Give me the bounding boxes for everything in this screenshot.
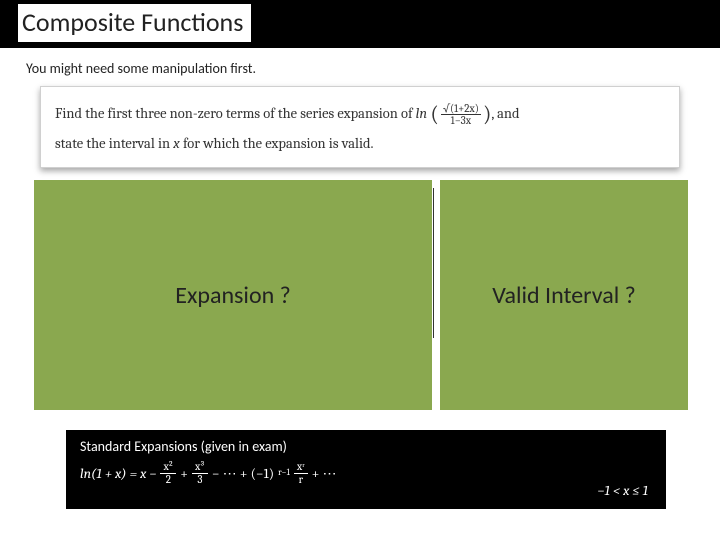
interval-panel[interactable]: Valid Interval ? bbox=[440, 180, 688, 410]
validity-interval: −1 < x ≤ 1 bbox=[597, 482, 648, 499]
answer-panels: Expansion ? Valid Interval ? bbox=[34, 180, 688, 410]
t2-den: 2 bbox=[160, 474, 176, 486]
expansion-formula: ln(1 + x) = x − x²2 + x³3 − ⋯ + (−1)r−1 … bbox=[80, 461, 652, 485]
problem-line2-suffix: for which the expansion is valid. bbox=[180, 135, 374, 152]
problem-line2-prefix: state the interval in bbox=[55, 135, 173, 152]
term-r: xʳr bbox=[294, 461, 308, 485]
page-title: Composite Functions bbox=[18, 4, 251, 42]
open-paren: ( bbox=[430, 101, 438, 127]
ln-label: ln bbox=[416, 105, 427, 122]
term2: x²2 bbox=[160, 461, 176, 485]
header-bar: Composite Functions bbox=[0, 0, 720, 48]
plus1: + bbox=[180, 465, 188, 482]
expansions-title: Standard Expansions (given in exam) bbox=[80, 438, 652, 455]
interval-panel-label: Valid Interval ? bbox=[492, 281, 636, 310]
exp-r: r−1 bbox=[278, 468, 290, 478]
problem-fraction: √(1+2x)1−3x bbox=[441, 103, 481, 127]
problem-line1-suffix: , and bbox=[491, 105, 519, 122]
t3-num: x³ bbox=[192, 461, 208, 474]
subtitle: You might need some manipulation first. bbox=[26, 60, 256, 77]
tr-den: r bbox=[294, 474, 308, 486]
dots1: − ⋯ + (−1) bbox=[212, 465, 274, 482]
exp-lhs: ln(1 + x) = x − bbox=[80, 465, 156, 482]
t3-den: 3 bbox=[192, 474, 208, 486]
problem-line1-prefix: Find the first three non-zero terms of t… bbox=[55, 105, 416, 122]
problem-statement: Find the first three non-zero terms of t… bbox=[40, 86, 680, 168]
frac-den: 1−3x bbox=[441, 115, 481, 127]
panel-divider bbox=[433, 188, 434, 338]
tr-num: xʳ bbox=[294, 461, 308, 474]
expansion-panel[interactable]: Expansion ? bbox=[34, 180, 432, 410]
t2-num: x² bbox=[160, 461, 176, 474]
expansion-panel-label: Expansion ? bbox=[175, 281, 291, 310]
standard-expansions: Standard Expansions (given in exam) ln(1… bbox=[66, 430, 666, 509]
dots2: + ⋯ bbox=[312, 465, 337, 482]
term3: x³3 bbox=[192, 461, 208, 485]
